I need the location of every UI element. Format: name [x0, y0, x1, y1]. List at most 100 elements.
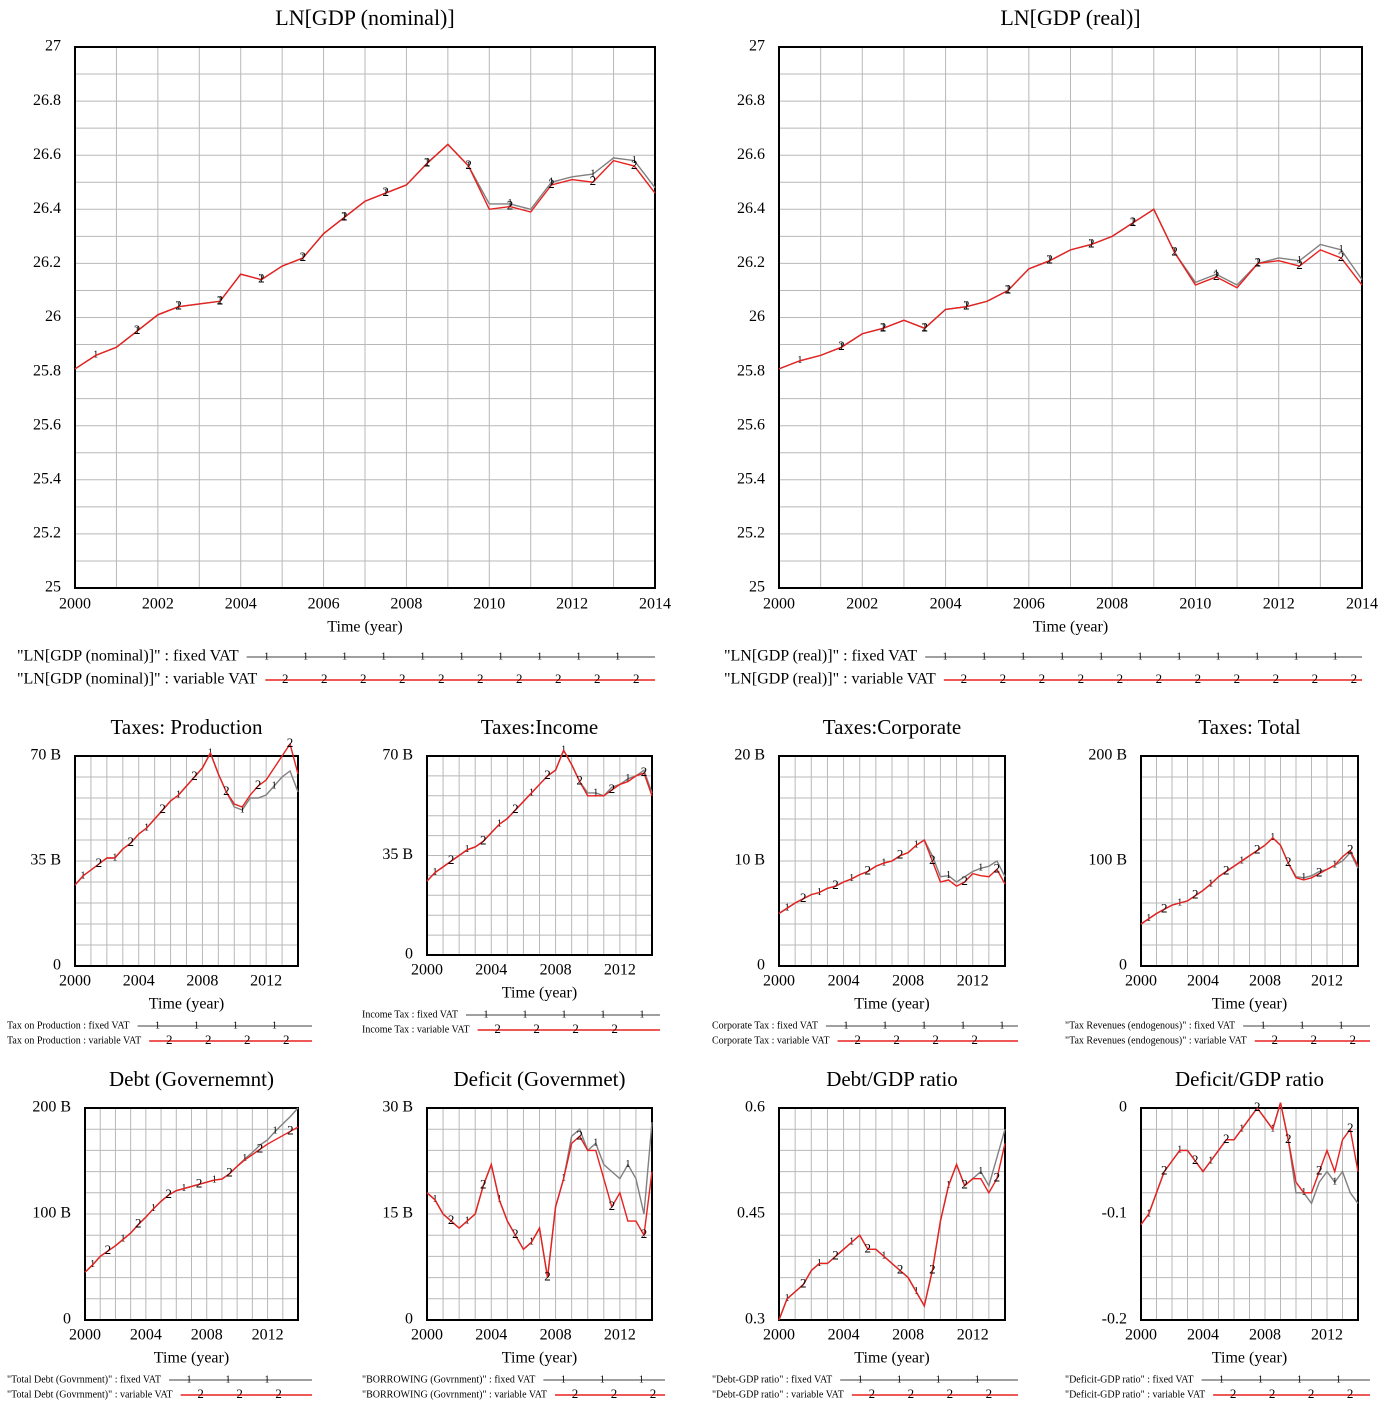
series-marker: 2	[255, 777, 262, 792]
plot-frame	[778, 1107, 1006, 1321]
legend-marker: 2	[908, 1386, 915, 1401]
series-marker: 2	[1005, 281, 1012, 296]
series-marker: 2	[1285, 854, 1292, 869]
legend-label: Corporate Tax : variable VAT	[712, 1035, 830, 1046]
series-marker: 2	[994, 1170, 1001, 1185]
series-marker: 2	[135, 1216, 142, 1231]
y-tick-label: 27	[749, 38, 765, 55]
series-marker: 1	[593, 1138, 598, 1149]
series-marker: 2	[1254, 841, 1261, 856]
y-tick-label: 0	[63, 1311, 71, 1328]
legend-marker: 1	[498, 651, 503, 662]
x-tick-label: 2012	[604, 1327, 636, 1344]
legend-marker: 2	[1308, 1386, 1315, 1401]
x-tick-label: 2000	[763, 1327, 795, 1344]
series-line	[1140, 1102, 1359, 1226]
legend-marker: 1	[187, 1374, 192, 1385]
legend-marker: 1	[882, 1020, 887, 1031]
legend-marker: 2	[494, 1021, 501, 1036]
x-axis-label: Time (year)	[502, 985, 577, 1002]
series-marker: 2	[1316, 1163, 1323, 1178]
x-tick-label: 2012	[252, 1327, 284, 1344]
series-marker: 1	[978, 1166, 983, 1177]
series-marker: 2	[287, 735, 294, 750]
series-line	[1140, 836, 1359, 925]
series-marker: 2	[1338, 249, 1345, 264]
y-tick-label: 26.6	[33, 146, 61, 163]
chart-title: Deficit (Governmet)	[453, 1067, 625, 1091]
plot-frame	[1140, 1107, 1359, 1321]
legend-label: "Deficit-GDP ratio" : fixed VAT	[1065, 1374, 1194, 1385]
series-marker: 2	[631, 157, 638, 172]
y-tick-label: 30 B	[382, 1099, 413, 1116]
legend-marker: 2	[1269, 1386, 1276, 1401]
series-marker: 2	[865, 1240, 872, 1255]
x-axis-label: Time (year)	[502, 1350, 577, 1367]
legend-label: "LN[GDP (nominal)]" : variable VAT	[17, 671, 258, 688]
series-marker: 1	[946, 870, 951, 881]
legend-marker: 2	[438, 671, 445, 686]
legend-marker: 2	[283, 1032, 290, 1047]
legend-marker: 1	[1060, 651, 1065, 662]
legend-marker: 2	[854, 1032, 861, 1047]
legend-marker: 1	[975, 1374, 980, 1385]
x-tick-label: 2008	[540, 1327, 572, 1344]
series-marker: 1	[590, 168, 595, 179]
legend-marker: 2	[1272, 1032, 1279, 1047]
series-marker: 2	[217, 292, 224, 307]
legend-marker: 2	[572, 1386, 579, 1401]
legend-marker: 2	[1311, 1032, 1318, 1047]
legend-marker: 2	[611, 1386, 618, 1401]
legend-marker: 2	[533, 1021, 540, 1036]
series-marker: 2	[191, 768, 198, 783]
legend-marker: 2	[947, 1386, 954, 1401]
chart-title: Debt (Governemnt)	[109, 1067, 274, 1091]
series-marker: 1	[242, 1153, 247, 1164]
legend-marker: 1	[537, 651, 542, 662]
series-marker: 2	[865, 862, 872, 877]
y-tick-label: 70 B	[30, 747, 61, 764]
series-marker: 1	[1214, 269, 1219, 280]
series-marker: 2	[1192, 887, 1199, 902]
legend-marker: 2	[1156, 671, 1163, 686]
series-line	[426, 1135, 653, 1278]
x-tick-label: 2008	[1096, 596, 1128, 613]
x-tick-label: 2012	[250, 973, 282, 990]
legend-marker: 1	[936, 1374, 941, 1385]
x-axis-label: Time (year)	[1212, 996, 1287, 1013]
series-line	[74, 742, 299, 886]
series-marker: 1	[1301, 872, 1306, 883]
legend-label: "Total Debt (Govrnment)" : variable VAT	[7, 1389, 173, 1400]
y-tick-label: 0	[1119, 1099, 1127, 1116]
legend-marker: 2	[1351, 671, 1358, 686]
legend-marker: 2	[321, 671, 328, 686]
legend-marker: 1	[561, 1374, 566, 1385]
legend-marker: 2	[399, 671, 406, 686]
plot-frame	[426, 1107, 653, 1321]
series-marker: 2	[480, 1177, 487, 1192]
series-marker: 2	[287, 1122, 294, 1137]
x-tick-label: 2008	[1249, 973, 1281, 990]
legend-marker: 2	[555, 671, 562, 686]
series-marker: 2	[838, 338, 845, 353]
series-marker: 2	[897, 1262, 904, 1277]
series-marker: 2	[548, 176, 555, 191]
series-marker: 1	[593, 787, 598, 798]
series-marker: 2	[128, 834, 135, 849]
x-tick-label: 2008	[892, 973, 924, 990]
legend-marker: 1	[265, 1374, 270, 1385]
legend-marker: 1	[1177, 651, 1182, 662]
series-marker: 2	[1213, 268, 1220, 283]
plot-frame	[426, 755, 653, 956]
series-marker: 2	[963, 298, 970, 313]
y-tick-label: 25.6	[33, 416, 61, 433]
legend-label: "BORROWING (Govrnment)" : variable VAT	[362, 1389, 547, 1400]
chart-title: Debt/GDP ratio	[826, 1067, 958, 1091]
legend-marker: 2	[1195, 671, 1202, 686]
x-axis-label: Time (year)	[1212, 1350, 1287, 1367]
x-axis-label: Time (year)	[327, 619, 402, 636]
x-axis-label: Time (year)	[1033, 619, 1108, 636]
y-tick-label: 26	[749, 308, 765, 325]
series-marker: 2	[832, 877, 839, 892]
series-marker: 2	[800, 890, 807, 905]
